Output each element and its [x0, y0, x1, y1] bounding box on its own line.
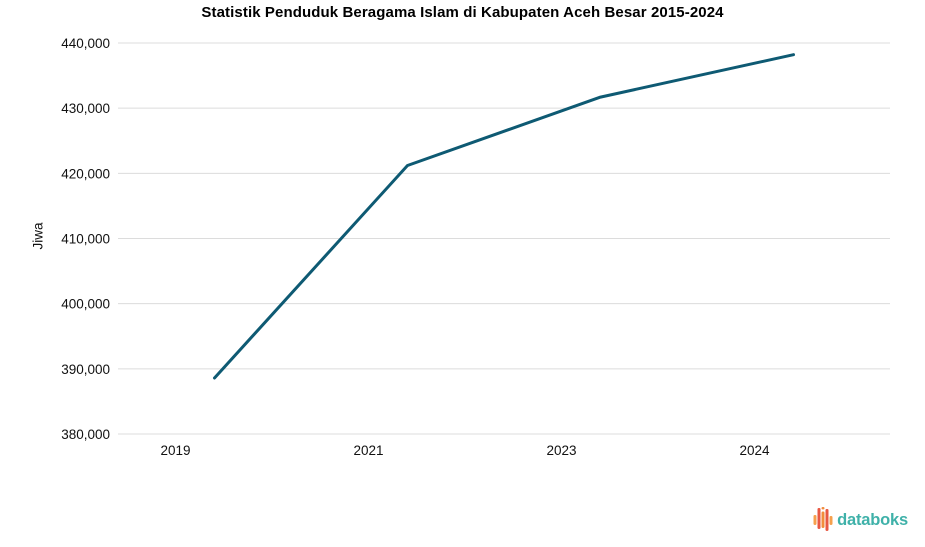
databoks-logo[interactable]: databoks	[813, 507, 908, 533]
y-tick-label: 440,000	[61, 36, 110, 51]
x-tick-label: 2021	[353, 443, 383, 458]
pulse-bar	[825, 509, 829, 531]
y-tick-label: 430,000	[61, 101, 110, 116]
x-tick-label: 2019	[160, 443, 190, 458]
x-tick-label: 2024	[739, 443, 770, 458]
data-line[interactable]	[213, 53, 795, 380]
databoks-pulse-icon	[813, 507, 833, 531]
pulse-bar	[829, 516, 833, 525]
pulse-bar	[821, 511, 825, 528]
pulse-bar	[813, 515, 817, 525]
y-tick-label: 420,000	[61, 166, 110, 181]
chart-title: Statistik Penduduk Beragama Islam di Kab…	[201, 4, 724, 21]
databoks-logo-text: databoks	[837, 511, 908, 529]
y-tick-label: 400,000	[61, 297, 110, 312]
y-tick-label: 390,000	[61, 362, 110, 377]
y-tick-label: 380,000	[61, 427, 110, 442]
pulse-bar	[821, 507, 825, 510]
pulse-bar	[817, 508, 821, 529]
x-tick-label: 2023	[546, 443, 576, 458]
y-tick-label: 410,000	[61, 232, 110, 247]
